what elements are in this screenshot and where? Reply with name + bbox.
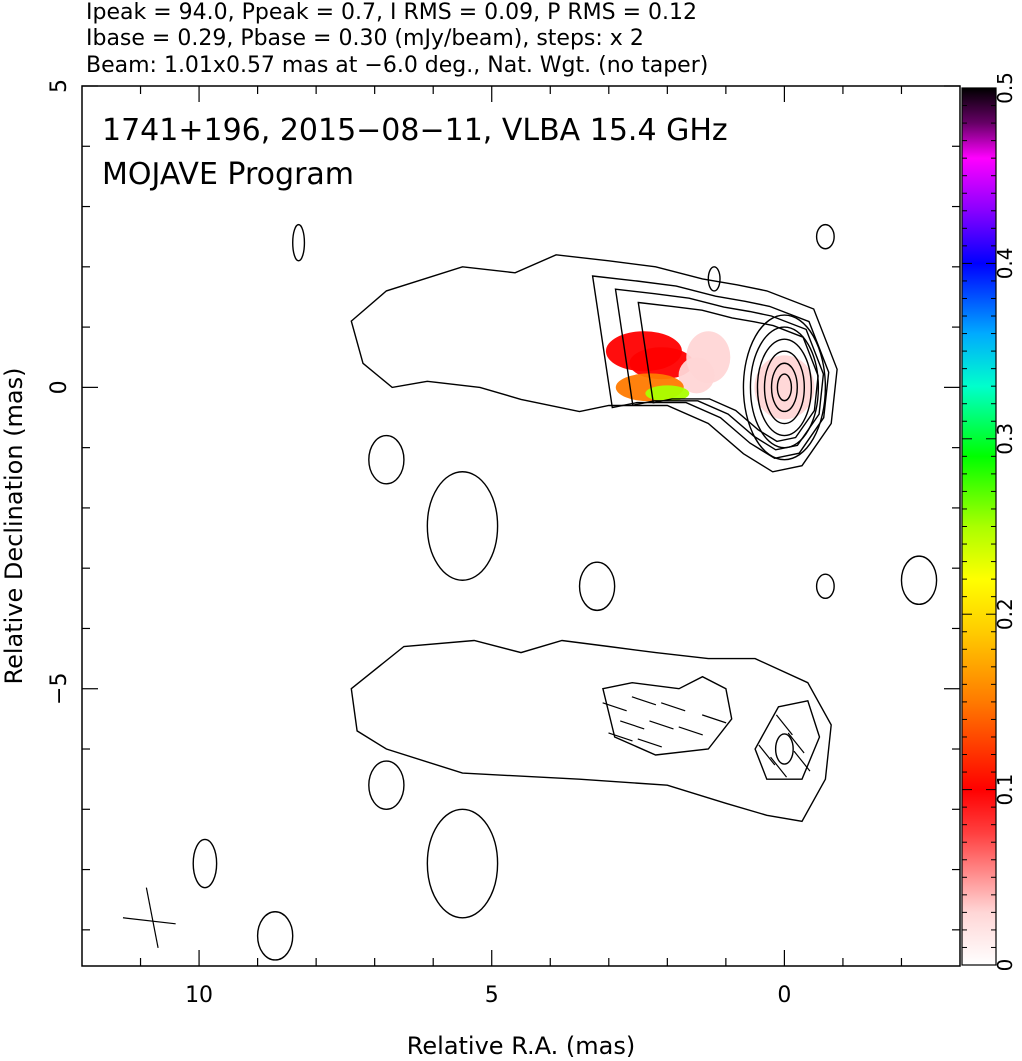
evpa-ticks (122, 696, 811, 949)
polarized-contour-outer (350, 639, 832, 823)
polarization-patch (629, 347, 694, 380)
colorbar-tick-label: 0.1 (993, 774, 1017, 806)
y-tick-label: 0 (47, 380, 72, 394)
core-contour-2 (749, 326, 820, 449)
evpa-tick (631, 696, 657, 706)
evpa-tick (793, 750, 811, 772)
x-tick-labels: 10 5 0 (185, 983, 791, 1008)
core-contour-1 (742, 314, 827, 461)
colorbar-tick-label: 0.4 (993, 247, 1017, 279)
evpa-tick (660, 702, 686, 712)
evpa-tick (649, 720, 674, 730)
evpa-tick (637, 738, 662, 748)
evpa-tick (775, 714, 793, 736)
noise-contour (426, 808, 499, 919)
core-contour-6 (776, 373, 793, 402)
evpa-tick (787, 732, 805, 754)
x-axis-label: Relative R.A. (mas) (407, 1032, 635, 1060)
colorbar-tick-label: 0.5 (993, 72, 1017, 104)
header-line-1: Ipeak = 94.0, Ppeak = 0.7, I RMS = 0.09,… (86, 0, 697, 25)
intensity-contour-outer (350, 254, 838, 473)
evpa-tick (701, 714, 727, 724)
panel-title: 1741+196, 2015−08−11, VLBA 15.4 GHz (102, 113, 728, 148)
core-contour-3 (756, 338, 813, 437)
beam-cross-minor (122, 917, 176, 925)
header-line-2: Ibase = 0.29, Pbase = 0.30 (mJy/beam), s… (86, 26, 644, 51)
polarization-patch (754, 355, 815, 420)
colorbar-ticks (962, 87, 996, 966)
plot-frame (81, 85, 961, 967)
noise-contour (578, 561, 616, 612)
axis-ticks (82, 85, 960, 966)
intensity-contour-4 (637, 301, 819, 443)
noise-contour (368, 434, 405, 485)
y-tick-label: 5 (47, 79, 72, 93)
colorbar-tick-labels: 0 0.1 0.2 0.3 0.4 0.5 (993, 72, 1017, 971)
y-tick-label: −5 (47, 673, 72, 705)
evpa-tick (620, 720, 645, 730)
polarization-patch (645, 385, 690, 402)
beam-cross-major (145, 887, 159, 949)
x-tick-label: 10 (185, 983, 213, 1008)
noise-contour (900, 555, 938, 606)
x-tick-label: 0 (777, 983, 791, 1008)
noise-contour (256, 911, 294, 961)
evpa-tick (678, 726, 703, 736)
colorbar-tick-label: 0.3 (993, 423, 1017, 455)
panel-subtitle: MOJAVE Program (102, 157, 354, 192)
noise-contour (426, 471, 499, 581)
intensity-contour-2 (591, 275, 830, 460)
colorbar (961, 87, 997, 966)
contour-layer (192, 223, 938, 961)
header-line-3: Beam: 1.01x0.57 mas at −6.0 deg., Nat. W… (86, 53, 708, 78)
colorbar-tick-label: 0.2 (993, 598, 1017, 630)
noise-contour (815, 573, 835, 600)
polarized-contour-knot (602, 675, 733, 756)
noise-contour (368, 760, 405, 810)
polarization-patch (678, 357, 715, 394)
evpa-tick (770, 756, 788, 778)
evpa-tick (758, 744, 776, 766)
noise-contour (192, 838, 218, 889)
noise-contour (707, 266, 721, 292)
polarization-color-layer (605, 331, 815, 420)
plot-area (122, 223, 938, 961)
colorbar-tick-label: 0 (993, 959, 1017, 972)
noise-contour (292, 223, 306, 262)
y-axis-label: Relative Declination (mas) (0, 367, 28, 684)
core-contour-4 (763, 350, 806, 425)
core-contour-5 (770, 362, 798, 413)
polarized-contour-core-inner (774, 733, 794, 765)
polarized-contour-core (754, 699, 821, 780)
noise-contour (815, 223, 835, 250)
x-tick-label: 5 (485, 983, 499, 1008)
intensity-contour-3 (614, 288, 825, 451)
y-tick-labels: 5 0 −5 (47, 79, 72, 705)
evpa-tick (608, 732, 633, 742)
evpa-tick (602, 702, 627, 712)
